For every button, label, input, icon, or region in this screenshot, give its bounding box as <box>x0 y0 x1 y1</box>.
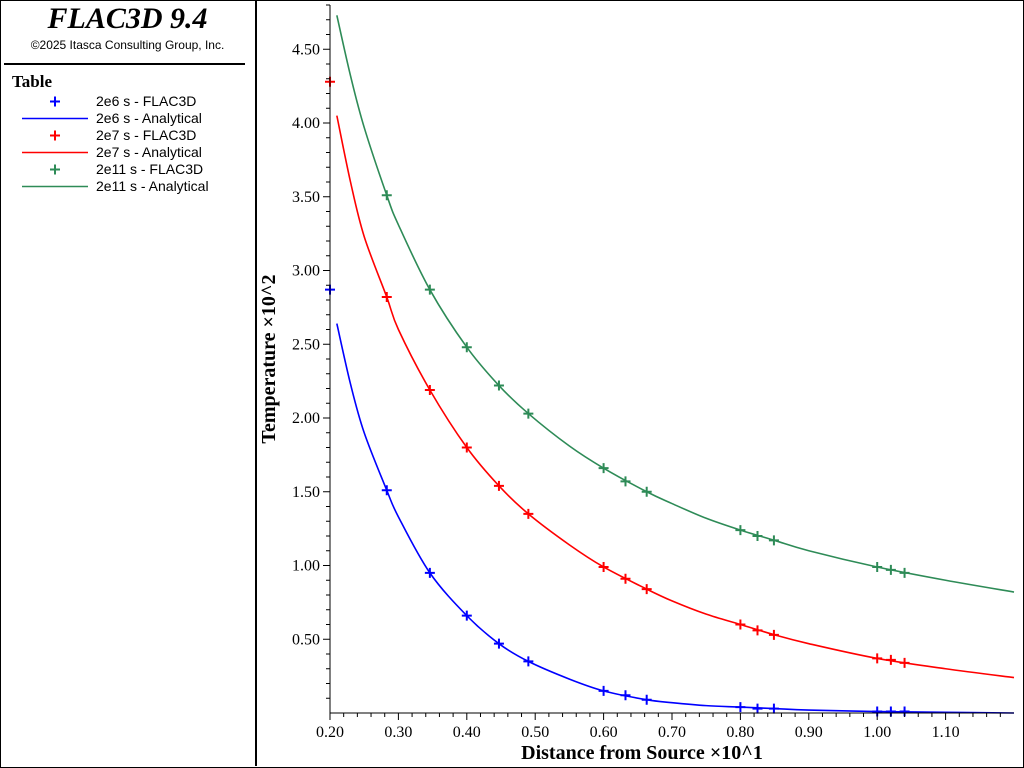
legend-label: 2e11 s - FLAC3D <box>96 161 204 177</box>
legend-entry-2e7-analytical: 2e7 s - Analytical <box>20 144 250 161</box>
y-tick-label: 1.00 <box>292 558 320 575</box>
x-tick-label: 1.00 <box>863 724 891 741</box>
x-tick-label: 0.90 <box>795 724 823 741</box>
x-tick-label: 0.40 <box>453 724 481 741</box>
legend-plus-marker-icon <box>50 130 60 141</box>
copyright-text: ©2025 Itasca Consulting Group, Inc. <box>30 38 225 52</box>
x-tick-label: 1.10 <box>932 724 960 741</box>
x-tick-label: 0.70 <box>658 724 686 741</box>
x-tick-label: 0.20 <box>316 724 344 741</box>
x-tick-label: 0.50 <box>521 724 549 741</box>
y-tick-label: 2.00 <box>292 410 320 427</box>
legend-line-icon <box>22 151 88 154</box>
series-line <box>336 15 1015 593</box>
legend-panel: FLAC3D 9.4 ©2025 Itasca Consulting Group… <box>0 0 257 766</box>
series-4 <box>381 190 910 578</box>
legend-entry-2e11-flac3d: 2e11 s - FLAC3D <box>20 161 250 178</box>
legend-label: 2e7 s - Analytical <box>96 144 202 160</box>
legend-label: 2e6 s - Analytical <box>96 110 202 126</box>
axis-layer <box>329 5 1014 714</box>
x-tick-label: 0.60 <box>590 724 618 741</box>
y-axis-title: Temperature ×10^2 <box>258 274 280 443</box>
plot-area: 0.20 0.30 0.40 0.50 0.60 0.70 0.80 0.90 1.00 1.10… <box>258 4 1015 764</box>
legend-label: 2e6 s - FLAC3D <box>96 93 197 109</box>
series-line <box>336 115 1015 679</box>
legend-label: 2e7 s - FLAC3D <box>96 127 197 143</box>
x-tick-label: 0.30 <box>384 724 412 741</box>
y-tick-label: 2.50 <box>292 336 320 353</box>
x-axis-title: Distance from Source ×10^1 <box>521 742 763 764</box>
app-title: FLAC3D 9.4 <box>47 2 208 35</box>
y-tick-label: 4.50 <box>292 41 320 58</box>
legend-plus-marker-icon <box>50 96 60 107</box>
series-0 <box>325 284 910 717</box>
legend-entry-2e6-flac3d: 2e6 s - FLAC3D <box>20 93 250 110</box>
legend-entry-2e11-analytical: 2e11 s - Analytical <box>20 178 250 195</box>
series-2 <box>325 76 910 668</box>
legend-label: 2e11 s - Analytical <box>96 178 209 194</box>
series-3 <box>336 115 1015 679</box>
y-tick-label: 4.00 <box>292 115 320 132</box>
series-1 <box>336 323 1015 714</box>
series-layer <box>325 15 1015 717</box>
series-5 <box>336 15 1015 593</box>
legend-line-icon <box>22 117 88 120</box>
legend-entry-2e7-flac3d: 2e7 s - FLAC3D <box>20 127 250 144</box>
series-line <box>336 323 1015 714</box>
y-tick-label: 0.50 <box>292 631 320 648</box>
title-divider <box>4 63 245 65</box>
legend-entry-2e6-analytical: 2e6 s - Analytical <box>20 110 250 127</box>
y-tick-label: 3.00 <box>292 263 320 280</box>
x-tick-label: 0.80 <box>726 724 754 741</box>
y-tick-label: 3.50 <box>292 189 320 206</box>
legend-title: Table <box>12 72 53 91</box>
legend-plus-marker-icon <box>50 164 60 175</box>
ticks-layer: 0.20 0.30 0.40 0.50 0.60 0.70 0.80 0.90 1.00 1.10… <box>292 4 1001 741</box>
legend-line-icon <box>22 185 88 188</box>
y-tick-label: 1.50 <box>292 484 320 501</box>
